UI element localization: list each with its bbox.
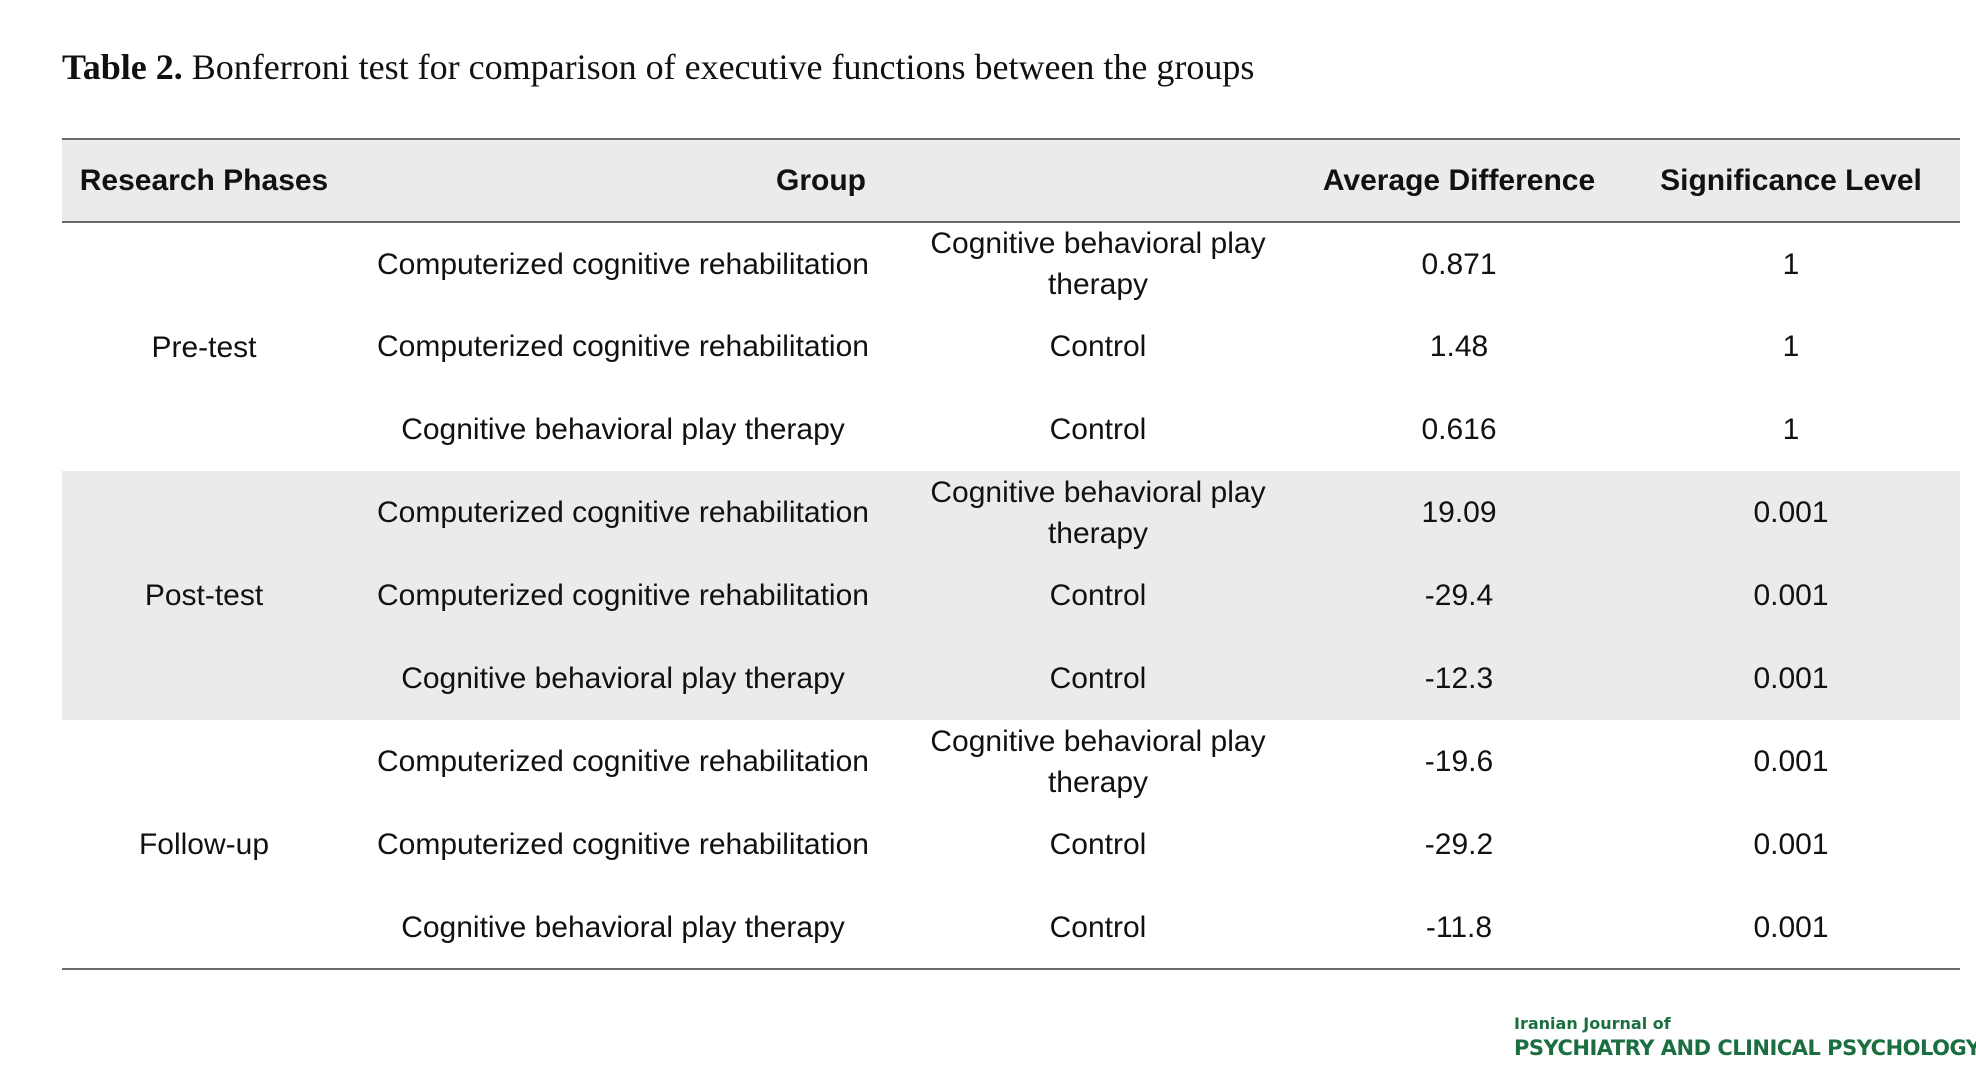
- table-row: Computerized cognitive rehabilitation Co…: [62, 305, 1960, 388]
- group-2-cell: Control: [1049, 910, 1147, 944]
- phase-label: Pre-test: [151, 330, 257, 364]
- significance-cell: 0.001: [1753, 910, 1829, 944]
- average-difference-cell: 0.871: [1421, 247, 1497, 281]
- phase-pre-test: Pre-test Computerized cognitive rehabili…: [62, 222, 1960, 471]
- group-2-cell: Control: [1049, 330, 1147, 363]
- group-1-cell: Computerized cognitive rehabilitation: [377, 496, 869, 529]
- average-difference-cell: -12.3: [1424, 662, 1494, 695]
- table-row: Cognitive behavioral play therapy Contro…: [62, 886, 1960, 969]
- average-difference-cell: 1.48: [1429, 330, 1489, 363]
- phase-post-test: Post-test Computerized cognitive rehabil…: [62, 471, 1960, 720]
- phase-follow-up: Follow-up Computerized cognitive rehabil…: [62, 720, 1960, 969]
- average-difference-cell: 19.09: [1421, 496, 1497, 529]
- header-research-phases: Research Phases: [79, 163, 329, 197]
- table-row: Follow-up Computerized cognitive rehabil…: [62, 720, 1960, 861]
- table-caption: Table 2. Bonferroni test for comparison …: [62, 40, 1254, 94]
- group-2-cell: Control: [1049, 579, 1147, 612]
- header-row: Research Phases Group Average Difference…: [62, 139, 1960, 222]
- significance-cell: 1: [1782, 247, 1800, 281]
- journal-name-line-2: PSYCHIATRY AND CLINICAL PSYCHOLOGY: [1514, 1036, 1976, 1060]
- phase-label: Post-test: [144, 579, 264, 612]
- results-table-container: Research Phases Group Average Difference…: [62, 138, 1960, 970]
- group-2-cell: Control: [1049, 662, 1147, 695]
- group-1-cell: Computerized cognitive rehabilitation: [377, 330, 869, 363]
- significance-cell: 0.001: [1753, 496, 1829, 529]
- group-1-cell: Computerized cognitive rehabilitation: [377, 247, 869, 281]
- journal-logo: Iranian Journal of PSYCHIATRY AND CLINIC…: [1514, 1014, 1976, 1062]
- average-difference-cell: -19.6: [1424, 745, 1494, 778]
- average-difference-cell: -29.4: [1424, 579, 1494, 612]
- header-average-difference: Average Difference: [1322, 163, 1596, 197]
- group-2-cell: Cognitive behavioral play therapy: [930, 475, 1266, 550]
- group-2-cell: Cognitive behavioral play therapy: [930, 724, 1266, 799]
- average-difference-cell: 0.616: [1421, 413, 1497, 446]
- significance-cell: 1: [1782, 413, 1800, 446]
- table-row: Computerized cognitive rehabilitation Co…: [62, 554, 1960, 637]
- table-row: Computerized cognitive rehabilitation Co…: [62, 803, 1960, 886]
- group-2-cell: Control: [1049, 413, 1147, 446]
- group-2-cell: Cognitive behavioral play therapy: [930, 227, 1266, 301]
- caption-text: Bonferroni test for comparison of execut…: [182, 47, 1255, 87]
- journal-name-line-1: Iranian Journal of: [1514, 1014, 1671, 1033]
- table-row: Pre-test Computerized cognitive rehabili…: [62, 222, 1960, 364]
- significance-cell: 0.001: [1753, 745, 1829, 778]
- header-group: Group: [776, 163, 866, 197]
- caption-label: Table 2.: [62, 47, 183, 87]
- group-1-cell: Computerized cognitive rehabilitation: [377, 579, 869, 612]
- group-1-cell: Computerized cognitive rehabilitation: [377, 745, 869, 778]
- header-significance-level: Significance Level: [1660, 163, 1922, 197]
- results-table: Research Phases Group Average Difference…: [62, 138, 1960, 970]
- average-difference-cell: -29.2: [1424, 828, 1494, 861]
- group-1-cell: Cognitive behavioral play therapy: [401, 662, 845, 695]
- table-row: Cognitive behavioral play therapy Contro…: [62, 388, 1960, 471]
- group-2-cell: Control: [1049, 828, 1147, 861]
- average-difference-cell: -11.8: [1425, 910, 1493, 944]
- significance-cell: 0.001: [1753, 579, 1829, 612]
- table-row: Cognitive behavioral play therapy Contro…: [62, 637, 1960, 720]
- significance-cell: 0.001: [1753, 828, 1829, 861]
- group-1-cell: Cognitive behavioral play therapy: [401, 413, 845, 446]
- group-1-cell: Cognitive behavioral play therapy: [401, 910, 845, 944]
- phase-label: Follow-up: [138, 827, 270, 861]
- table-header: Research Phases Group Average Difference…: [62, 139, 1960, 222]
- significance-cell: 0.001: [1753, 662, 1829, 695]
- significance-cell: 1: [1782, 330, 1800, 363]
- table-row: Post-test Computerized cognitive rehabil…: [62, 471, 1960, 612]
- group-1-cell: Computerized cognitive rehabilitation: [377, 828, 869, 861]
